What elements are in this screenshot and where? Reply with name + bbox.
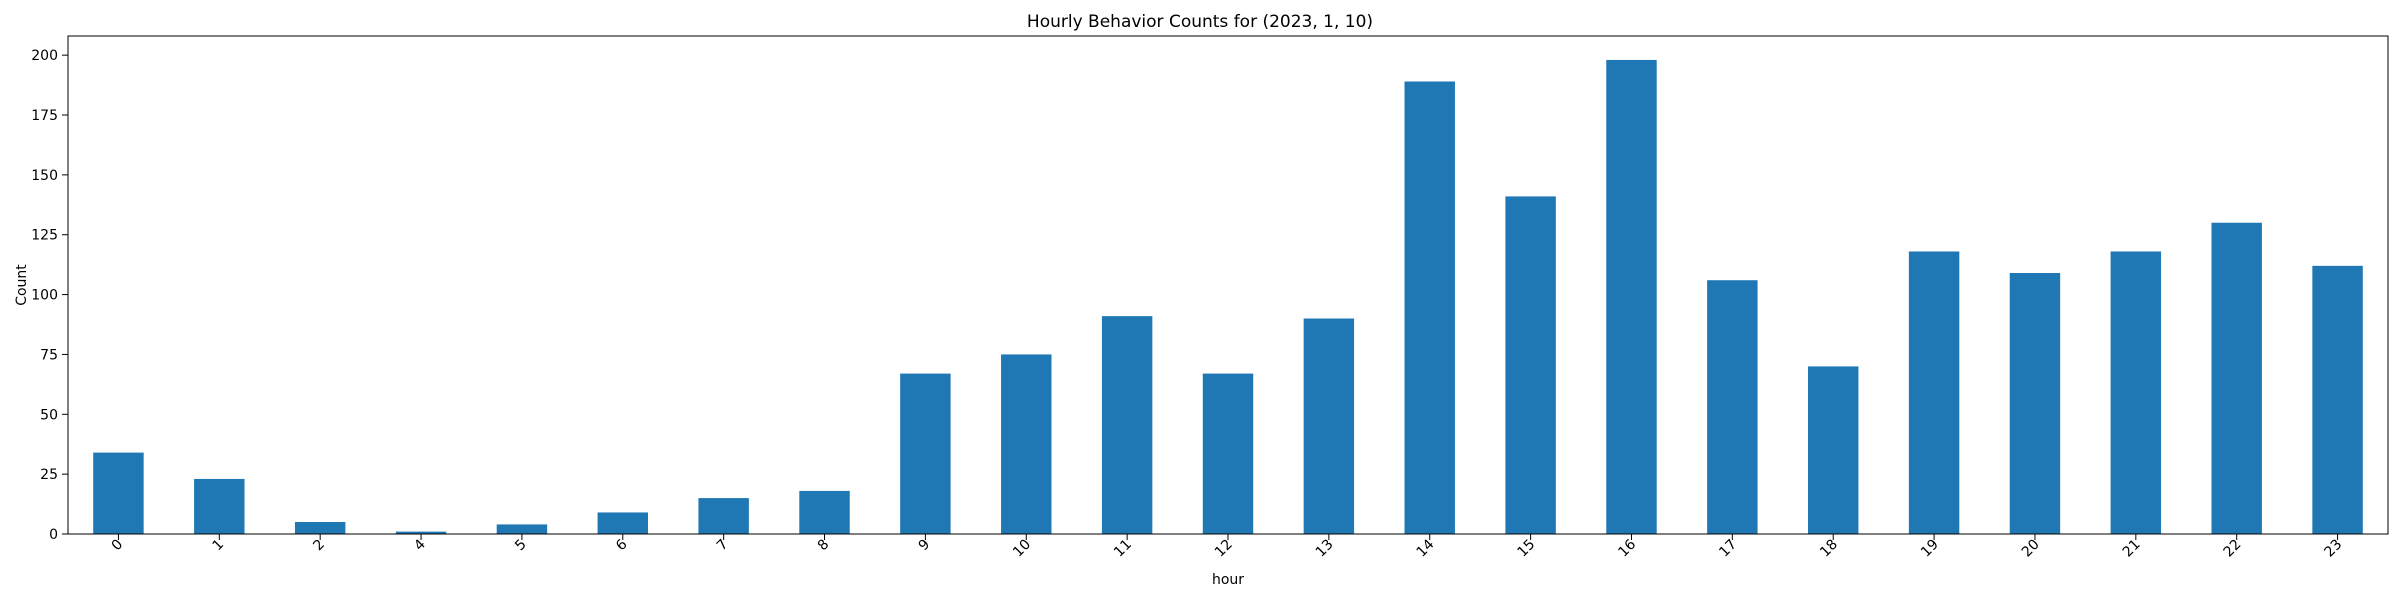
x-tick-label-13: 13 xyxy=(1313,537,1337,561)
bar-10 xyxy=(1001,354,1052,534)
bar-19 xyxy=(1908,251,1960,534)
bar-21 xyxy=(2110,251,2162,534)
x-tick-label-2: 2 xyxy=(310,537,328,555)
x-tick-label-1: 1 xyxy=(210,537,228,555)
y-tick-label-75: 75 xyxy=(40,347,58,363)
x-tick-label-8: 8 xyxy=(815,537,833,555)
x-axis: 0 1 2 4 5 6 7 8 9 10 11 12 13 14 15 16 17 18 19 20 21 22 23 xyxy=(109,534,2345,561)
bar-23 xyxy=(2312,265,2363,534)
x-tick-label-4: 4 xyxy=(411,536,429,554)
bar-0 xyxy=(93,452,144,534)
y-tick-label-175: 175 xyxy=(31,108,58,124)
bar-1 xyxy=(194,478,245,534)
bar-12 xyxy=(1202,373,1254,534)
y-tick-label-100: 100 xyxy=(31,288,58,304)
x-tick-label-15: 15 xyxy=(1515,537,1539,561)
bar-6 xyxy=(597,512,648,534)
y-tick-label-0: 0 xyxy=(49,527,58,543)
bar-14 xyxy=(1404,81,1455,534)
x-tick-label-0: 0 xyxy=(109,537,127,555)
bar-8 xyxy=(799,490,850,534)
chart-title: Hourly Behavior Counts for (2023, 1, 10) xyxy=(1027,12,1373,32)
bar-16 xyxy=(1606,59,1657,534)
bar-20 xyxy=(2009,273,2061,534)
bar-2 xyxy=(294,522,346,534)
x-tick-label-21: 21 xyxy=(2120,537,2144,561)
y-tick-label-25: 25 xyxy=(40,467,58,483)
plot-frame xyxy=(67,35,2389,535)
y-tick-label-150: 150 xyxy=(31,168,58,184)
y-tick-label-200: 200 xyxy=(31,48,58,64)
bar-13 xyxy=(1303,318,1355,534)
bar-7 xyxy=(698,498,749,534)
x-tick-label-7: 7 xyxy=(714,537,732,555)
y-axis-label: Count xyxy=(14,264,30,306)
bar-22 xyxy=(2211,222,2262,534)
bar-15 xyxy=(1505,196,1556,535)
bar-9 xyxy=(900,373,951,534)
x-tick-label-19: 19 xyxy=(1918,537,1942,561)
x-tick-label-23: 23 xyxy=(2321,537,2345,561)
x-tick-label-18: 18 xyxy=(1817,537,1841,561)
x-axis-label: hour xyxy=(1212,572,1244,588)
bar-18 xyxy=(1808,366,1859,534)
x-tick-label-5: 5 xyxy=(512,537,530,555)
bars-group xyxy=(93,59,2363,535)
y-tick-label-125: 125 xyxy=(31,228,58,244)
bar-4 xyxy=(395,531,447,534)
x-tick-label-11: 11 xyxy=(1111,537,1135,561)
y-axis: 0 25 50 75 100 125 150 175 200 xyxy=(31,48,68,543)
y-tick-label-50: 50 xyxy=(40,407,58,423)
x-tick-label-20: 20 xyxy=(2019,537,2043,561)
bar-17 xyxy=(1707,280,1758,534)
bar-5 xyxy=(496,524,548,534)
x-tick-label-16: 16 xyxy=(1615,536,1639,560)
x-tick-label-10: 10 xyxy=(1010,537,1034,561)
x-tick-label-6: 6 xyxy=(613,536,631,554)
x-tick-label-14: 14 xyxy=(1414,536,1438,560)
bar-11 xyxy=(1101,316,1153,534)
x-tick-label-22: 22 xyxy=(2221,537,2245,561)
x-tick-label-17: 17 xyxy=(1716,537,1740,561)
x-tick-label-9: 9 xyxy=(916,537,934,555)
x-tick-label-12: 12 xyxy=(1212,537,1236,561)
